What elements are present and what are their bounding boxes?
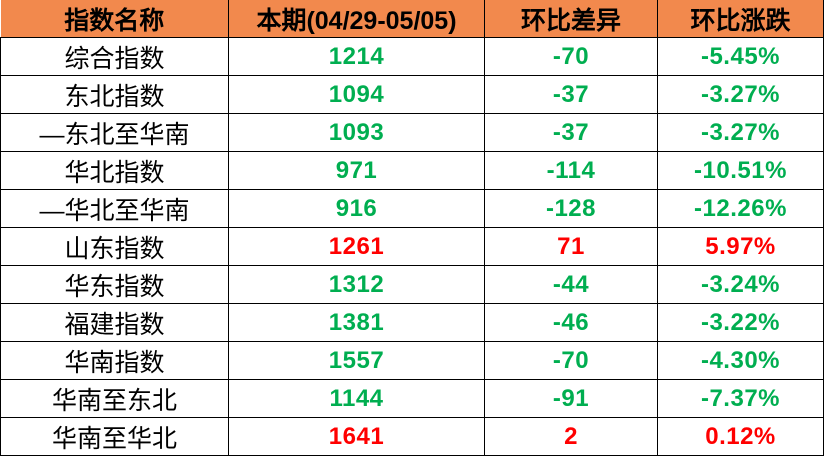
table-row: 山东指数 1261 71 5.97% xyxy=(0,227,824,266)
index-name-cell: 华南至东北 xyxy=(0,379,229,418)
index-name-cell: 东北指数 xyxy=(0,75,229,114)
column-header-index-name: 指数名称 xyxy=(0,0,229,38)
pct-change-cell: -4.30% xyxy=(657,341,824,380)
pct-change-cell: -3.24% xyxy=(657,265,824,304)
index-name-cell: 华东指数 xyxy=(0,265,229,304)
index-name-cell: —华北至华南 xyxy=(0,189,229,228)
index-name-cell: —东北至华南 xyxy=(0,113,229,152)
diff-value-cell: -37 xyxy=(484,75,658,114)
current-value-cell: 1641 xyxy=(228,417,485,456)
pct-change-cell: -3.27% xyxy=(657,75,824,114)
current-value-cell: 916 xyxy=(228,189,485,228)
table-row: 福建指数 1381 -46 -3.22% xyxy=(0,303,824,342)
table-row: —东北至华南 1093 -37 -3.27% xyxy=(0,113,824,152)
pct-change-cell: -3.22% xyxy=(657,303,824,342)
index-name-cell: 华南至华北 xyxy=(0,417,229,456)
current-value-cell: 1312 xyxy=(228,265,485,304)
current-value-cell: 971 xyxy=(228,151,485,190)
table-row: 东北指数 1094 -37 -3.27% xyxy=(0,75,824,114)
pct-change-cell: -5.45% xyxy=(657,37,824,76)
pct-change-cell: -3.27% xyxy=(657,113,824,152)
table-row: —华北至华南 916 -128 -12.26% xyxy=(0,189,824,228)
diff-value-cell: -46 xyxy=(484,303,658,342)
table-row: 华南至东北 1144 -91 -7.37% xyxy=(0,379,824,418)
pct-change-cell: -12.26% xyxy=(657,189,824,228)
pct-change-cell: -10.51% xyxy=(657,151,824,190)
diff-value-cell: -70 xyxy=(484,37,658,76)
index-name-cell: 福建指数 xyxy=(0,303,229,342)
current-value-cell: 1557 xyxy=(228,341,485,380)
table-row: 华东指数 1312 -44 -3.24% xyxy=(0,265,824,304)
header-row: 指数名称 本期(04/29-05/05) 环比差异 环比涨跌 xyxy=(0,0,824,38)
current-value-cell: 1093 xyxy=(228,113,485,152)
diff-value-cell: -70 xyxy=(484,341,658,380)
table-body: 综合指数 1214 -70 -5.45% 东北指数 1094 -37 -3.27… xyxy=(0,37,824,456)
index-name-cell: 综合指数 xyxy=(0,37,229,76)
diff-value-cell: -91 xyxy=(484,379,658,418)
column-header-mom-change: 环比涨跌 xyxy=(657,0,824,38)
table-row: 综合指数 1214 -70 -5.45% xyxy=(0,37,824,76)
index-name-cell: 华南指数 xyxy=(0,341,229,380)
diff-value-cell: -114 xyxy=(484,151,658,190)
current-value-cell: 1144 xyxy=(228,379,485,418)
current-value-cell: 1381 xyxy=(228,303,485,342)
current-value-cell: 1261 xyxy=(228,227,485,266)
index-name-cell: 山东指数 xyxy=(0,227,229,266)
diff-value-cell: -44 xyxy=(484,265,658,304)
pct-change-cell: 0.12% xyxy=(657,417,824,456)
index-name-cell: 华北指数 xyxy=(0,151,229,190)
table-row: 华南指数 1557 -70 -4.30% xyxy=(0,341,824,380)
current-value-cell: 1214 xyxy=(228,37,485,76)
current-value-cell: 1094 xyxy=(228,75,485,114)
pct-change-cell: 5.97% xyxy=(657,227,824,266)
table-row: 华南至华北 1641 2 0.12% xyxy=(0,417,824,456)
column-header-current-period: 本期(04/29-05/05) xyxy=(228,0,485,38)
pct-change-cell: -7.37% xyxy=(657,379,824,418)
table-header: 指数名称 本期(04/29-05/05) 环比差异 环比涨跌 xyxy=(0,0,824,38)
diff-value-cell: -37 xyxy=(484,113,658,152)
column-header-mom-difference: 环比差异 xyxy=(484,0,658,38)
diff-value-cell: 71 xyxy=(484,227,658,266)
diff-value-cell: 2 xyxy=(484,417,658,456)
diff-value-cell: -128 xyxy=(484,189,658,228)
table-row: 华北指数 971 -114 -10.51% xyxy=(0,151,824,190)
